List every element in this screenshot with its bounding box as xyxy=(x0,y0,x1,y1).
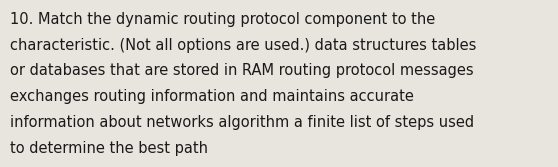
Text: characteristic. (Not all options are used.) data structures tables: characteristic. (Not all options are use… xyxy=(10,38,477,53)
Text: to determine the best path: to determine the best path xyxy=(10,141,208,156)
Text: or databases that are stored in RAM routing protocol messages: or databases that are stored in RAM rout… xyxy=(10,63,474,78)
Text: information about networks algorithm a finite list of steps used: information about networks algorithm a f… xyxy=(10,115,474,130)
Text: 10. Match the dynamic routing protocol component to the: 10. Match the dynamic routing protocol c… xyxy=(10,12,435,27)
Text: exchanges routing information and maintains accurate: exchanges routing information and mainta… xyxy=(10,89,414,104)
